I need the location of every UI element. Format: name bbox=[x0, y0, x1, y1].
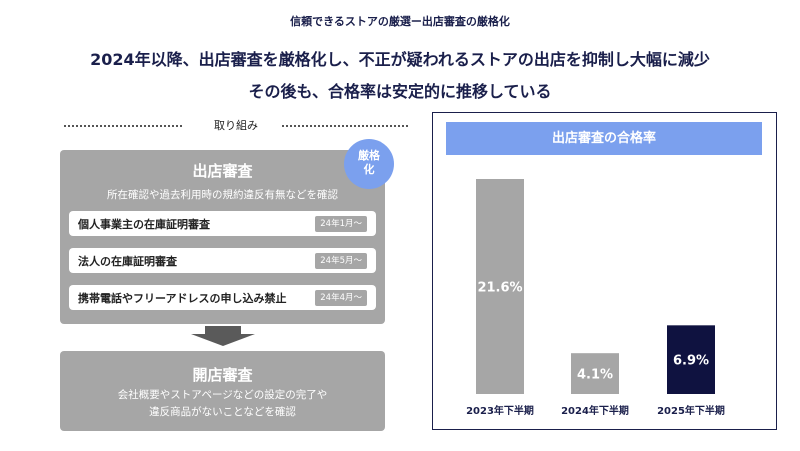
bar-2 bbox=[571, 353, 619, 394]
chart-title: 出店審査の合格率 bbox=[446, 122, 762, 155]
opening-screening-desc-line-1: 会社概要やストアページなどの設定の完了や bbox=[117, 389, 328, 401]
section-label-text: 取り組み bbox=[214, 119, 258, 132]
bar-value-label: 21.6% bbox=[477, 281, 522, 296]
store-screening-subtitle: 所在確認や過去利用時の規約違反有無などを確認 bbox=[107, 189, 338, 201]
down-arrow-icon bbox=[191, 326, 255, 346]
pass-rate-chart: 出店審査の合格率 21.6% 2023年下半期 4.1% 2024年下半期 6.9% 20… bbox=[432, 112, 777, 430]
chart-plot: 21.6% 2023年下半期 4.1% 2024年下半期 6.9% 2025年下半期 bbox=[466, 179, 725, 417]
bar-value-label: 6.9% bbox=[673, 354, 709, 369]
store-screening-title: 出店審査 bbox=[192, 162, 253, 180]
stricter-badge: 厳格 化 bbox=[344, 139, 394, 189]
top-label: 信頼できるストアの厳選ー出店審査の厳格化 bbox=[290, 15, 510, 28]
screening-item-date: 24年1月〜 bbox=[315, 216, 367, 232]
screening-item-label: 個人事業主の在庫証明審査 bbox=[78, 218, 210, 231]
bar-value-label: 4.1% bbox=[577, 368, 613, 383]
dotted-divider-right bbox=[282, 125, 408, 127]
headline-line-2: その後も、合格率は安定的に推移している bbox=[248, 82, 552, 101]
screening-item-date: 24年4月〜 bbox=[315, 290, 367, 306]
category-label: 2024年下半期 bbox=[561, 404, 629, 417]
screening-item-label: 法人の在庫証明審査 bbox=[78, 255, 177, 268]
opening-screening-desc-line-2: 違反商品がないことなどを確認 bbox=[149, 406, 296, 418]
section-label: 取り組み bbox=[64, 117, 408, 133]
bar-1 bbox=[476, 179, 524, 394]
badge-text-line-2: 化 bbox=[363, 163, 375, 176]
screening-item: 法人の在庫証明審査 24年5月〜 bbox=[69, 248, 376, 273]
dotted-divider-left bbox=[64, 125, 182, 127]
screening-item-label: 携帯電話やフリーアドレスの申し込み禁止 bbox=[78, 292, 287, 305]
screening-item: 携帯電話やフリーアドレスの申し込み禁止 24年4月〜 bbox=[69, 285, 376, 310]
opening-screening-title: 開店審査 bbox=[192, 366, 253, 384]
opening-screening-box: 開店審査 会社概要やストアページなどの設定の完了や 違反商品がないことなどを確認 bbox=[60, 351, 385, 431]
bar-3 bbox=[667, 325, 715, 394]
screening-item: 個人事業主の在庫証明審査 24年1月〜 bbox=[69, 211, 376, 236]
headline-line-1: 2024年以降、出店審査を厳格化し、不正が疑われるストアの出店を抑制し大幅に減少 bbox=[90, 50, 710, 69]
category-label: 2023年下半期 bbox=[466, 404, 534, 417]
badge-text-line-1: 厳格 bbox=[358, 149, 380, 162]
opening-screening-desc: 会社概要やストアページなどの設定の完了や 違反商品がないことなどを確認 bbox=[60, 387, 385, 421]
category-label: 2025年下半期 bbox=[657, 404, 725, 417]
store-screening-box: 出店審査 所在確認や過去利用時の規約違反有無などを確認 個人事業主の在庫証明審査… bbox=[60, 150, 385, 324]
screening-item-date: 24年5月〜 bbox=[315, 253, 367, 269]
